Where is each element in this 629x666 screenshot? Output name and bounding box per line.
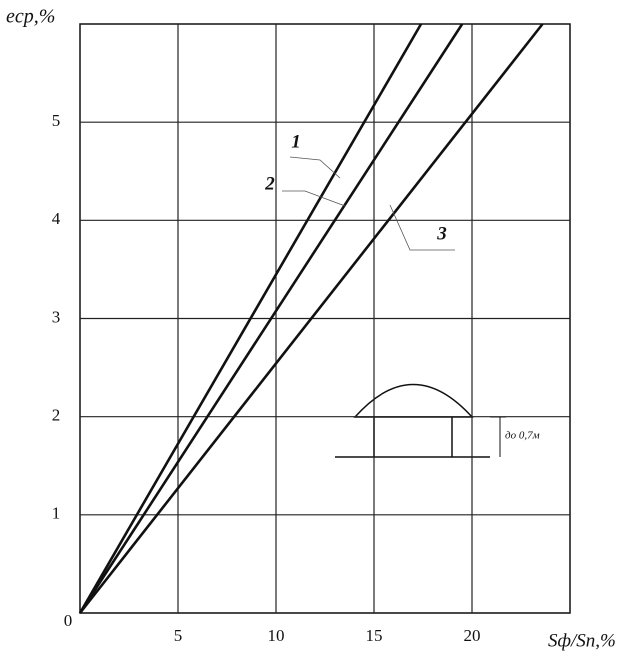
dome: [353, 383, 474, 418]
data-line: [78, 23, 464, 614]
y-tick-label: 0: [64, 611, 73, 630]
annotation: до 0,7м: [505, 430, 540, 442]
inset-diagram: [335, 383, 506, 458]
y-tick-label: 3: [52, 307, 61, 326]
data-line: [78, 23, 423, 614]
x-tick-label: 5: [174, 626, 183, 645]
leader-line: [389, 204, 455, 251]
leader-line: [282, 190, 346, 207]
y-tick-label: 1: [52, 504, 61, 523]
y-tick-label: 5: [52, 111, 61, 130]
series-label: 2: [264, 173, 275, 194]
series-label: 3: [436, 223, 447, 244]
data-line: [78, 23, 544, 614]
y-axis-label: eср,%: [6, 6, 55, 28]
y-tick-label: 4: [52, 209, 61, 228]
x-tick-label: 20: [464, 626, 481, 645]
x-tick-label: 10: [268, 626, 285, 645]
x-tick-label: 15: [366, 626, 383, 645]
x-axis-label: Sф/Sп,%: [548, 630, 616, 651]
series-label: 1: [291, 131, 301, 152]
y-tick-label: 2: [52, 406, 61, 425]
leader-line: [289, 156, 341, 179]
